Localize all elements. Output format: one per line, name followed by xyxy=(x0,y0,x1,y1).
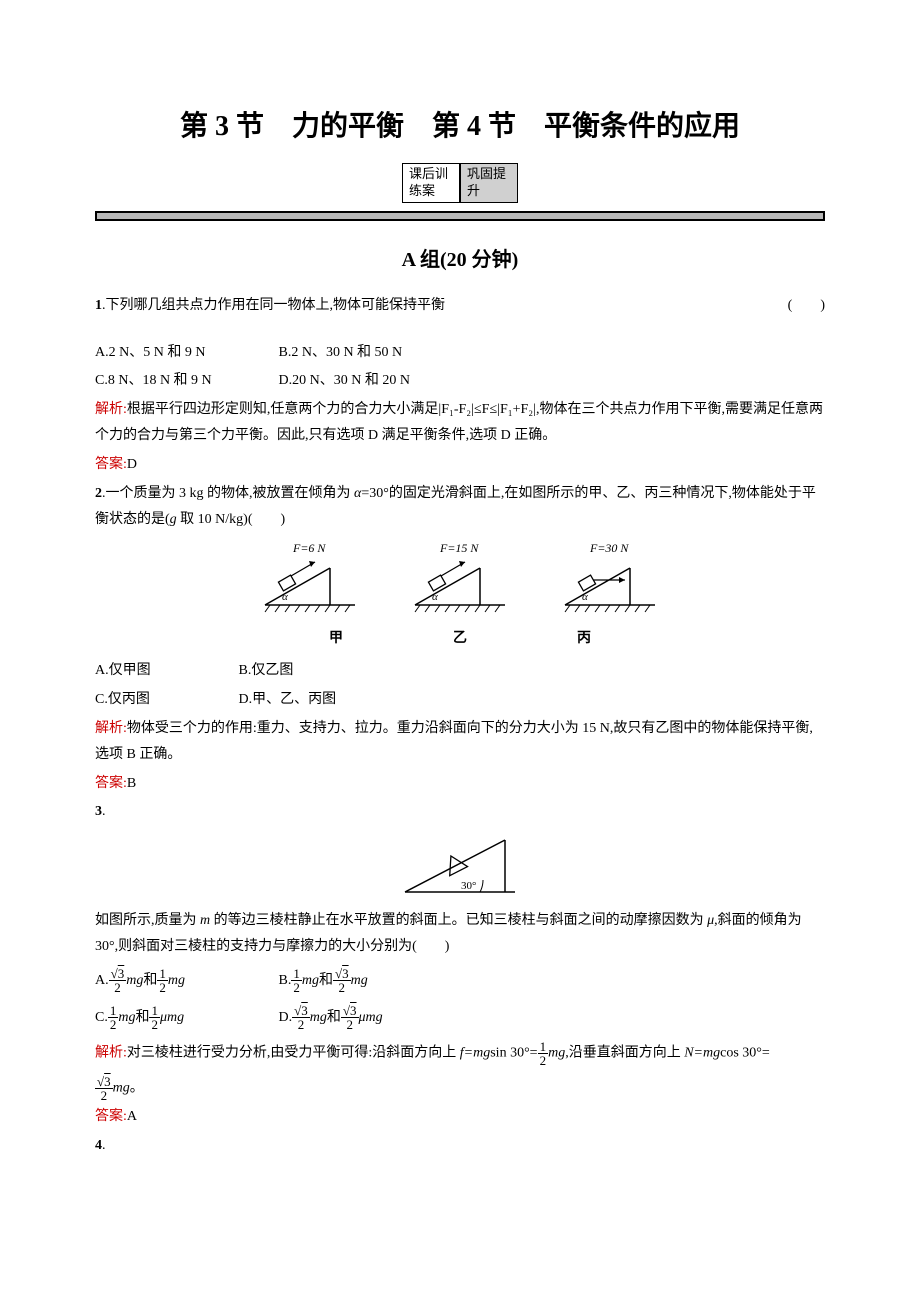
q4-num: 4 xyxy=(95,1138,102,1153)
fig-bing: α F=30 N xyxy=(555,540,665,620)
analysis-label: 解析: xyxy=(95,1045,127,1060)
g: g xyxy=(170,512,177,527)
box-left: 课后训练案 xyxy=(402,163,460,203)
box-right: 巩固提升 xyxy=(460,163,518,203)
q2-stem: 2.一个质量为 3 kg 的物体,被放置在倾角为 α=30°的固定光滑斜面上,在… xyxy=(95,481,825,534)
q3-stem: 如图所示,质量为 m 的等边三棱柱静止在水平放置的斜面上。已知三棱柱与斜面之间的… xyxy=(95,908,825,961)
svg-text:α: α xyxy=(282,591,288,603)
q3-an-n: N=mg xyxy=(684,1045,720,1060)
q3-analysis-line2: √32mg。 xyxy=(95,1075,825,1102)
q2-a: .一个质量为 3 kg 的物体,被放置在倾角为 xyxy=(102,486,354,501)
svg-text:α: α xyxy=(582,591,588,603)
svg-text:F=6 N: F=6 N xyxy=(292,541,326,555)
answer-label: 答案: xyxy=(95,776,127,791)
label-boxes: 课后训练案 巩固提升 xyxy=(95,163,825,203)
q3-an-a: 对三棱柱进行受力分析,由受力平衡可得:沿斜面方向上 xyxy=(127,1045,460,1060)
analysis-label: 解析: xyxy=(95,721,127,736)
q2-opt-d: D.甲、乙、丙图 xyxy=(239,687,337,714)
q2-figures: α F=6 N α F=15 N α F=30 N xyxy=(95,540,825,620)
q2-analysis: 解析:物体受三个力的作用:重力、支持力、拉力。重力沿斜面向下的分力大小为 15 … xyxy=(95,716,825,769)
svg-text:30°: 30° xyxy=(461,880,476,892)
q2-opt-c: C.仅丙图 xyxy=(95,687,235,714)
q2-opt-a: A.仅甲图 xyxy=(95,658,235,685)
q1-answer-val: D xyxy=(127,457,137,472)
label-bing: 丙 xyxy=(577,626,591,653)
q2-analysis-text: 物体受三个力的作用:重力、支持力、拉力。重力沿斜面向下的分力大小为 15 N,故… xyxy=(95,721,813,763)
q1-opts-row2: C.8 N、18 N 和 9 N D.20 N、30 N 和 20 N xyxy=(95,368,825,395)
analysis-label: 解析: xyxy=(95,402,127,417)
q1-opt-a: A.2 N、5 N 和 9 N xyxy=(95,340,275,367)
q2-fig-labels: 甲 乙 丙 xyxy=(95,626,825,653)
q4: 4. xyxy=(95,1133,825,1160)
q3-an-c: ,沿垂直斜面方向上 xyxy=(565,1045,684,1060)
q1-analysis-text: 根据平行四边形定则知,任意两个力的合力大小满足|F₁-F₂|≤F≤|F₁+F₂|… xyxy=(95,402,823,444)
main-title: 第 3 节 力的平衡 第 4 节 平衡条件的应用 xyxy=(95,100,825,153)
svg-text:F=15 N: F=15 N xyxy=(439,541,479,555)
q2-num: 2 xyxy=(95,486,102,501)
label-yi: 乙 xyxy=(453,626,467,653)
q1-opt-b: B.2 N、30 N 和 50 N xyxy=(279,340,403,367)
q3-opt-b: B.12mg 和 √32mg xyxy=(279,967,368,994)
q2-opts-row1: A.仅甲图 B.仅乙图 xyxy=(95,658,825,685)
group-a-title: A 组(20 分钟) xyxy=(95,241,825,279)
q3-opts-row1: A.√32mg 和 12mg B.12mg 和 √32mg xyxy=(95,967,825,994)
q1-num: 1 xyxy=(95,298,102,313)
answer-label: 答案: xyxy=(95,457,127,472)
q3-opts-row2: C.12mg 和 12μmg D.√32mg 和 √32μmg xyxy=(95,1004,825,1031)
q3-opt-d: D.√32mg 和 √32μmg xyxy=(279,1004,383,1031)
q3-opt-c: C.12mg 和 12μmg xyxy=(95,1004,275,1031)
q3-an-e: 。 xyxy=(130,1081,144,1096)
fig-jia: α F=6 N xyxy=(255,540,365,620)
svg-text:α: α xyxy=(432,591,438,603)
label-jia: 甲 xyxy=(329,626,343,653)
q1-opt-c: C.8 N、18 N 和 9 N xyxy=(95,368,275,395)
q3-answer-val: A xyxy=(127,1109,137,1124)
q3-num-line: 3. xyxy=(95,799,825,826)
q1-opt-d: D.20 N、30 N 和 20 N xyxy=(279,368,410,395)
q1-answer: 答案:D xyxy=(95,452,825,479)
q3-figure: 30° xyxy=(95,832,825,902)
m: m xyxy=(200,913,210,928)
q3-answer: 答案:A xyxy=(95,1104,825,1131)
q1-paren: ( ) xyxy=(768,293,825,320)
q2-answer-val: B xyxy=(127,776,136,791)
q2-answer: 答案:B xyxy=(95,771,825,798)
q1-opts-row1: A.2 N、5 N 和 9 N B.2 N、30 N 和 50 N xyxy=(95,340,825,367)
q3-an-f: f=mg xyxy=(460,1045,490,1060)
q3-analysis: 解析:对三棱柱进行受力分析,由受力平衡可得:沿斜面方向上 f=mgsin 30°… xyxy=(95,1040,825,1067)
q3-a: 如图所示,质量为 xyxy=(95,913,200,928)
answer-label: 答案: xyxy=(95,1109,127,1124)
fig-yi: α F=15 N xyxy=(405,540,515,620)
q4-dot: . xyxy=(102,1138,106,1153)
q2-c: 取 10 N/kg)( ) xyxy=(177,512,286,527)
q1-text: .下列哪几组共点力作用在同一物体上,物体可能保持平衡 xyxy=(102,298,445,313)
q1-analysis: 解析:根据平行四边形定则知,任意两个力的合力大小满足|F₁-F₂|≤F≤|F₁+… xyxy=(95,397,825,450)
q3-an-b: sin 30°= xyxy=(490,1045,537,1060)
q3-an-d: cos 30°= xyxy=(720,1045,770,1060)
q1-stem: 1.下列哪几组共点力作用在同一物体上,物体可能保持平衡 ( ) xyxy=(95,293,825,320)
svg-text:F=30 N: F=30 N xyxy=(589,541,629,555)
q2-opt-b: B.仅乙图 xyxy=(239,658,294,685)
q3-dot: . xyxy=(102,804,106,819)
divider-bar xyxy=(95,211,825,221)
q3-opt-a: A.√32mg 和 12mg xyxy=(95,967,275,994)
q3-b: 的等边三棱柱静止在水平放置的斜面上。已知三棱柱与斜面之间的动摩擦因数为 xyxy=(210,913,707,928)
q3-num: 3 xyxy=(95,804,102,819)
q2-opts-row2: C.仅丙图 D.甲、乙、丙图 xyxy=(95,687,825,714)
